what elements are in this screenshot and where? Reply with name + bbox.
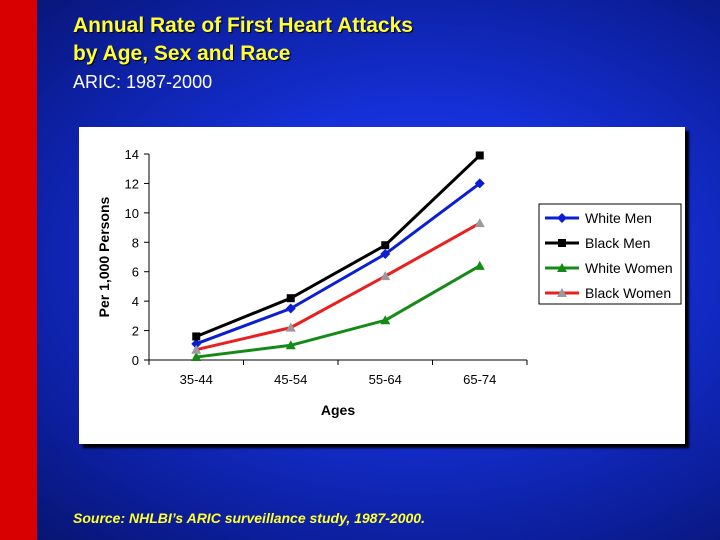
series-line [196,264,481,359]
series-line [195,182,481,346]
data-point [191,344,202,354]
y-tick-label: 12 [125,176,139,191]
data-point [285,340,296,350]
source-note: Source: NHLBI’s ARIC surveillance study,… [73,510,425,526]
series-line [195,221,481,352]
x-tick-label: 55-64 [369,372,402,387]
data-point [557,213,567,223]
data-point [474,218,485,228]
data-point [380,249,391,260]
slide-subtitle: ARIC: 1987-2000 [73,72,213,92]
data-point [380,271,391,281]
data-point [558,239,566,247]
chart-panel: 0 2 4 6 8 10 12 14 35-44 45-54 55-64 65-74 Ages Pe… [79,127,685,444]
legend-label: Black Men [585,235,650,251]
data-point [475,151,484,160]
x-axis-title: Ages [321,402,355,418]
legend-item: White Women [545,260,673,276]
slide-title-line-2: by Age, Sex and Race [73,42,291,65]
series-black-women [191,218,485,354]
data-point [285,303,296,314]
series-black-men [192,151,484,341]
y-tick-label: 6 [132,265,139,280]
data-point [557,263,567,272]
slide-title: Annual Rate of First Heart Attacks by Ag… [73,12,413,68]
series-line [195,154,481,338]
data-point [380,315,391,325]
data-point [381,241,390,250]
x-tick-label: 35-44 [180,372,213,387]
data-point [286,294,295,303]
y-tick-label: 10 [125,206,139,221]
data-point [474,178,485,189]
accent-bar [0,0,37,540]
y-tick-label: 8 [132,235,139,250]
data-point [191,338,202,349]
x-axis: 35-44 45-54 55-64 65-74 [148,359,528,387]
x-tick-label: 45-54 [274,372,307,387]
data-point [557,288,567,297]
legend-item: Black Men [545,235,650,251]
legend-label: White Women [585,260,673,276]
data-point [474,260,485,270]
chart-legend: White Men Black Men White Women Black Women [538,203,682,305]
legend-item: Black Women [545,285,671,301]
series-white-men [191,178,485,349]
y-tick-label: 14 [125,147,139,162]
data-point [285,322,296,332]
slide-title-line-1: Annual Rate of First Heart Attacks [73,14,413,37]
legend-label: White Men [585,210,652,226]
series-layer [191,151,485,362]
data-point [192,332,201,341]
x-tick-label: 65-74 [463,372,496,387]
legend-label: Black Women [585,285,671,301]
series-white-women [191,260,485,362]
line-chart: 0 2 4 6 8 10 12 14 35-44 45-54 55-64 65-74 Ages Pe… [96,147,682,418]
y-tick-label: 0 [132,353,139,368]
y-axis-title: Per 1,000 Persons [96,196,112,317]
data-point [191,352,202,362]
y-tick-label: 2 [132,324,139,339]
y-axis: 0 2 4 6 8 10 12 14 [125,147,150,368]
y-tick-label: 4 [132,294,139,309]
legend-item: White Men [545,210,652,226]
